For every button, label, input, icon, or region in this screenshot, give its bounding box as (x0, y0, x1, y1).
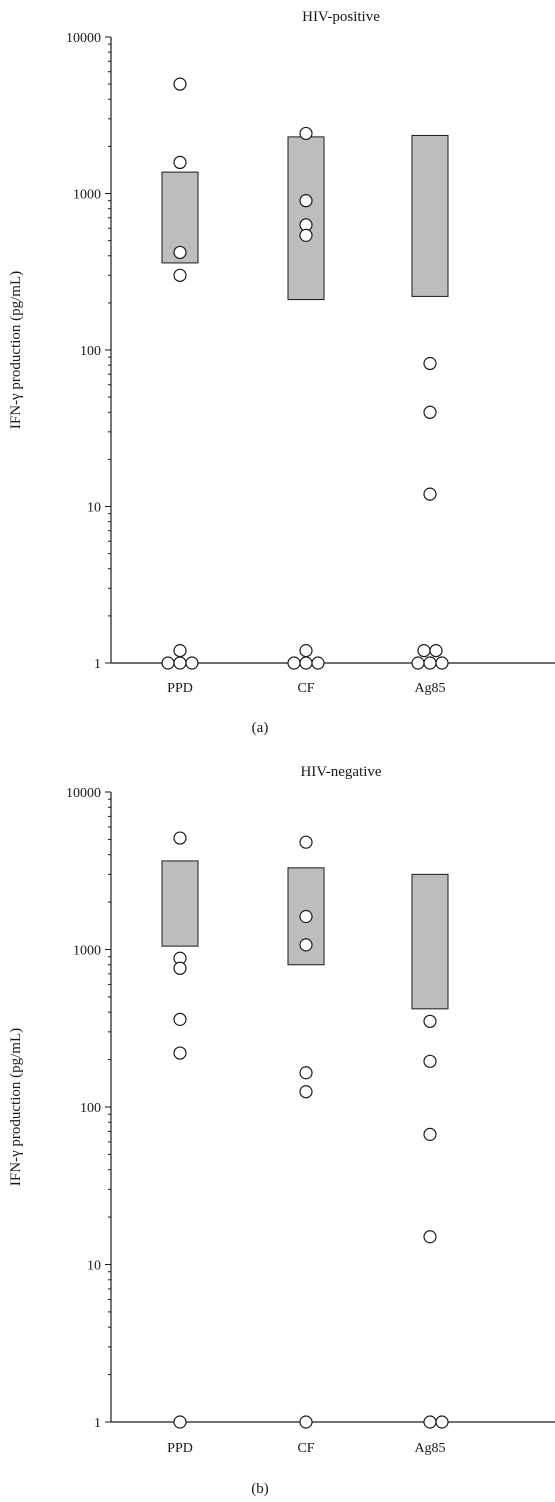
data-point (299, 938, 313, 952)
range-box-cf (287, 136, 325, 301)
data-point (429, 644, 443, 658)
data-point (423, 1415, 437, 1429)
data-point (173, 1046, 187, 1060)
data-point (173, 1012, 187, 1026)
y-tick-label: 100 (80, 344, 101, 359)
data-point (173, 831, 187, 845)
data-point (435, 1415, 449, 1429)
data-point (299, 1085, 313, 1099)
range-box-ppd (161, 860, 199, 947)
panel-a: HIV-positive 1 10 100 1000 10000 IFN-γ product… (8, 9, 555, 736)
y-tick-label: 10000 (66, 31, 101, 46)
x-tick-label: CF (297, 681, 314, 696)
data-point (161, 656, 175, 670)
data-point (287, 656, 301, 670)
data-point (423, 656, 437, 670)
data-point (299, 228, 313, 242)
data-point (173, 268, 187, 282)
range-box-ag85 (411, 134, 449, 297)
data-point (299, 656, 313, 670)
data-point (423, 1054, 437, 1068)
data-point (423, 1127, 437, 1141)
data-point (423, 356, 437, 371)
data-point (311, 656, 325, 670)
data-point (299, 126, 313, 141)
data-point (173, 961, 187, 975)
data-point (173, 245, 187, 260)
y-tick-label: 100 (80, 1101, 101, 1116)
y-tick-label: 1000 (73, 944, 101, 959)
y-tick-label: 1 (94, 1416, 101, 1431)
x-tick-label: CF (297, 1441, 314, 1456)
data-point (173, 155, 187, 170)
data-point (435, 656, 449, 670)
panel-label: (a) (252, 720, 269, 736)
x-tick-label: Ag85 (414, 681, 445, 696)
data-point (423, 487, 437, 501)
data-point (423, 1230, 437, 1244)
panel-title: HIV-positive (302, 9, 380, 25)
data-point (173, 644, 187, 658)
data-point (299, 194, 313, 208)
y-tick-label: 10 (87, 501, 101, 516)
data-point (423, 405, 437, 419)
data-point (411, 656, 425, 670)
x-tick-label: PPD (167, 681, 193, 696)
panel-title: HIV-negative (300, 764, 381, 780)
data-point (185, 656, 199, 670)
data-point (299, 1415, 313, 1429)
data-point (173, 77, 187, 91)
y-tick-label: 10000 (66, 786, 101, 801)
x-tick-label: PPD (167, 1441, 193, 1456)
y-axis-label: IFN-γ production (pg/mL) (8, 1028, 24, 1186)
y-axis-label: IFN-γ production (pg/mL) (8, 271, 24, 429)
data-point (173, 1415, 187, 1429)
data-point (299, 644, 313, 658)
x-tick-label: Ag85 (414, 1441, 445, 1456)
data-point (173, 656, 187, 670)
panel-label: (b) (251, 1481, 269, 1497)
range-box-ag85 (411, 873, 449, 1010)
data-point (299, 909, 313, 924)
data-point (299, 1066, 313, 1080)
data-point (299, 835, 313, 849)
data-point (423, 1014, 437, 1028)
y-tick-label: 1 (94, 657, 101, 672)
y-tick-label: 1000 (73, 188, 101, 203)
y-tick-label: 10 (87, 1259, 101, 1274)
panel-b: HIV-negative 1 10 100 1000 10000 IFN-γ product… (8, 764, 555, 1497)
data-point (417, 644, 431, 658)
